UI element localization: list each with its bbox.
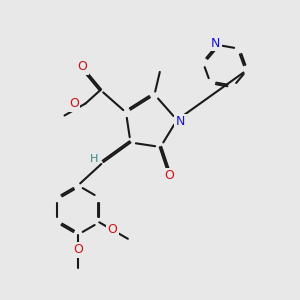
Text: O: O — [165, 169, 174, 182]
Text: H: H — [90, 154, 98, 164]
Text: O: O — [107, 223, 117, 236]
Text: N: N — [211, 37, 220, 50]
Text: O: O — [69, 97, 79, 110]
Text: O: O — [78, 60, 87, 73]
Text: N: N — [176, 115, 185, 128]
Text: O: O — [73, 243, 83, 256]
